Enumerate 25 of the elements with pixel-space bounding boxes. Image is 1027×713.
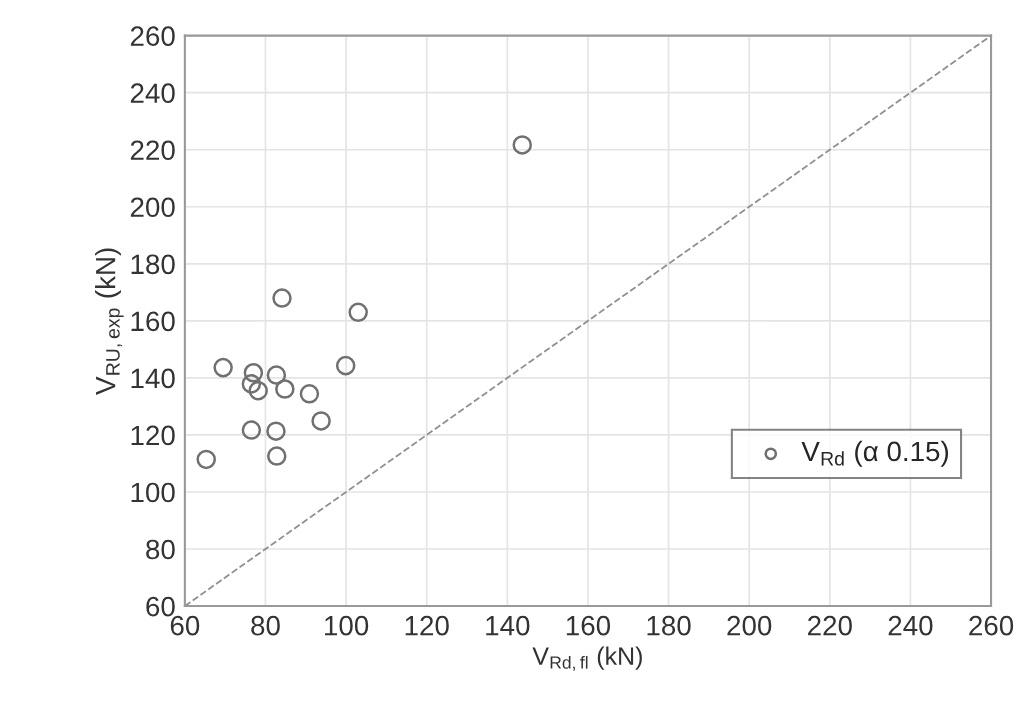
y-tick-label: 240 xyxy=(130,83,175,104)
y-tick-label: 200 xyxy=(130,197,175,218)
x-tick-label: 260 xyxy=(969,615,1014,636)
x-axis-title: V$_{Rd,fl}$ (kN) xyxy=(532,646,642,671)
y-tick-label: 140 xyxy=(131,368,175,389)
x-tick-label: 100 xyxy=(325,615,369,636)
x-tick-label: 80 xyxy=(251,615,280,636)
x-tick-label: 220 xyxy=(808,615,852,636)
x-tick-label: 200 xyxy=(727,615,772,636)
y-tick-label: 180 xyxy=(131,254,175,275)
legend-label: V$_{Rd}$ (α 0.15) xyxy=(801,440,949,467)
y-tick-label: 80 xyxy=(146,539,175,560)
x-tick-label: 160 xyxy=(566,615,611,636)
y-tick-label: 100 xyxy=(131,482,175,503)
y-axis-title: V$_{RU,exp}$ (kN) xyxy=(95,248,124,395)
y-tick-label: 220 xyxy=(130,140,175,161)
y-tick-label: 160 xyxy=(131,311,175,332)
x-tick-label: 60 xyxy=(170,615,200,636)
x-tick-label: 120 xyxy=(405,615,449,636)
x-tick-label: 240 xyxy=(888,615,933,636)
y-tick-label: 120 xyxy=(131,425,175,446)
x-tick-label: 140 xyxy=(486,615,530,636)
y-tick-label: 260 xyxy=(130,26,175,46)
x-tick-label: 180 xyxy=(647,615,691,636)
y-tick-label: 60 xyxy=(146,596,175,617)
